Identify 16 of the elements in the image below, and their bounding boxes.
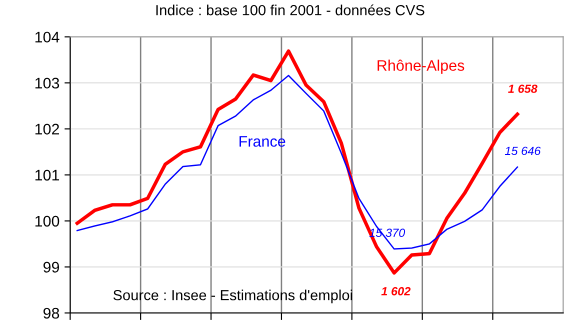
series-label: France [240,136,286,147]
y-tick-label: 104 [35,32,60,43]
y-tick-label: 98 [43,308,60,319]
text: Rhône-Alpes [378,60,464,74]
chart-title: Indice : base 100 fin 2001 - données CVS [156,4,424,16]
line-series [75,49,520,275]
line-series [76,74,518,250]
annotation: Source : Insee - Estimations d'emploi [113,290,352,304]
y-tick-label: 103 [35,78,60,89]
y-tick-label: 99 [43,262,60,273]
y-tick-label: 101 [35,170,60,181]
annotation: 1 658 [508,84,538,93]
y-tick-label: 100 [35,216,60,227]
annotation: 1 602 [381,287,411,296]
annotation: 15 646 [504,146,541,156]
y-tick-label: 102 [35,124,59,135]
